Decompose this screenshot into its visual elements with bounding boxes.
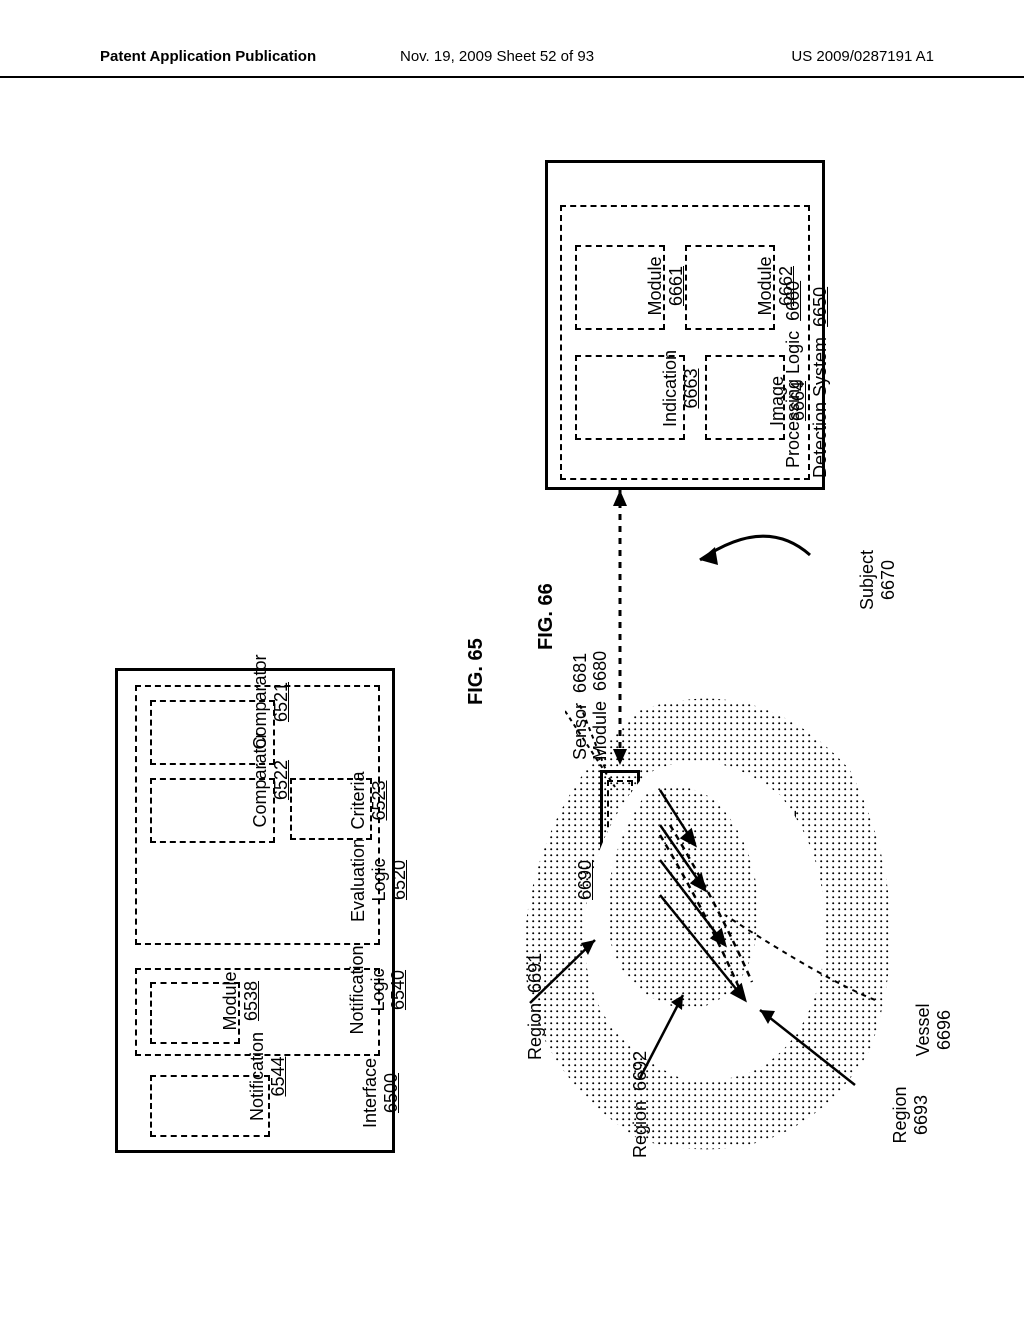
evaluation-logic-label: Evaluation Logic 6520 [348,825,410,935]
header-left: Patent Application Publication [100,48,316,65]
fig66-caption: FIG. 66 [535,583,558,650]
subject-pointer-icon [685,505,815,605]
region-6691-leader [525,935,605,1005]
notification-6544-label: Notification 6544 [247,1019,288,1134]
label-6690: 6690 [575,860,596,900]
figure-area: Interface 6500 Evaluation Logic 6520 Com… [95,150,925,1170]
region-6693-label: Region6693 [890,1075,931,1155]
vessel-leader [715,910,885,1020]
page-header: Patent Application Publication Nov. 19, … [0,48,1024,78]
criteria-6523-label: Criteria 6523 [348,763,389,838]
subject-label: Subject 6670 [857,540,898,620]
fig65-caption: FIG. 65 [465,638,488,705]
interface-label: Interface 6500 [360,1048,401,1138]
header-right: US 2009/0287191 A1 [791,48,934,65]
header-center: Nov. 19, 2009 Sheet 52 of 93 [400,48,594,65]
comparator-6522-label: Comparator 6522 [250,720,291,840]
notification-logic-label: Notification Logic 6540 [347,930,409,1050]
vessel-label: Vessel6696 [913,990,954,1070]
detection-system-label: Detection System 6650 [810,287,831,478]
image-6664-label: Image 6664 [767,366,808,436]
region-6692-leader [635,990,695,1080]
indication-6663-label: Indication 6663 [660,341,701,436]
module-6661-label: Module 6661 [645,246,686,326]
module-6662-label: Module 6662 [755,246,796,326]
